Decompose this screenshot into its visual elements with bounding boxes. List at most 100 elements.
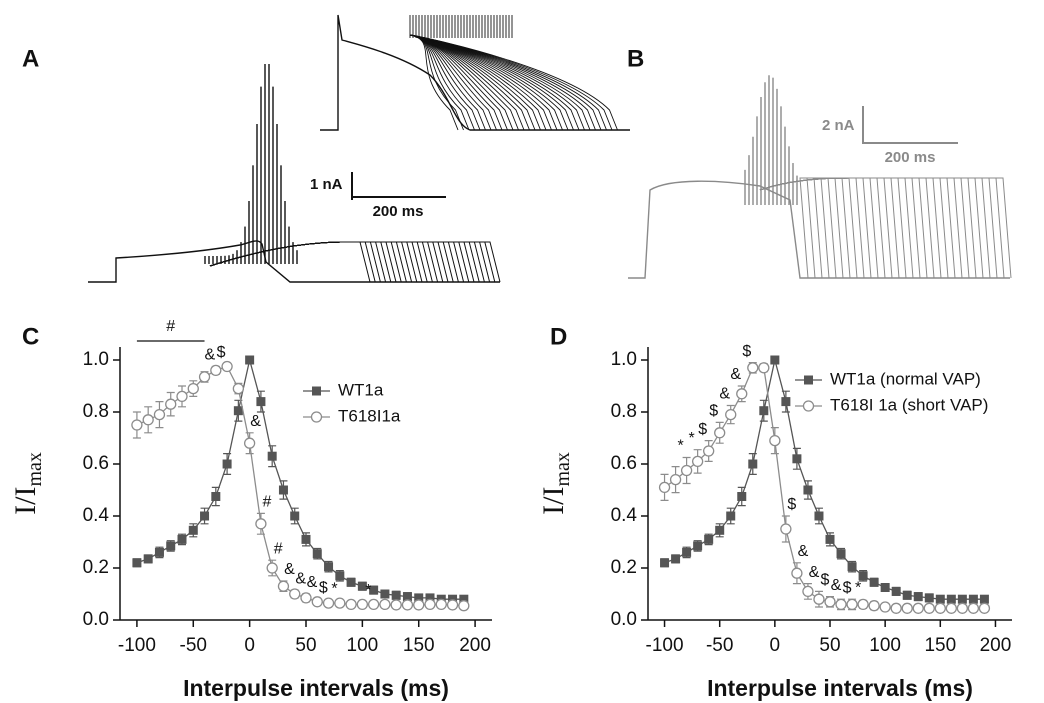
marker	[132, 558, 142, 568]
y-tick-label: 0.6	[83, 453, 109, 474]
panel-label: D	[550, 323, 567, 350]
marker	[792, 454, 802, 464]
marker	[869, 577, 879, 587]
sig-label: $	[217, 344, 226, 361]
x-tick-label: 0	[770, 635, 781, 656]
marker	[367, 598, 380, 611]
legend-marker	[804, 375, 813, 385]
marker	[346, 577, 356, 587]
x-axis-label: Interpulse intervals (ms)	[183, 675, 449, 701]
marker	[693, 541, 703, 551]
marker	[846, 598, 858, 611]
marker	[176, 390, 188, 403]
marker	[748, 459, 758, 469]
x-tick-label: 100	[869, 635, 901, 656]
marker	[322, 597, 335, 609]
trace	[759, 177, 1012, 279]
marker	[680, 464, 693, 477]
x-tick-label: 150	[403, 635, 435, 656]
x-tick-label: -100	[646, 635, 684, 656]
marker	[446, 599, 459, 611]
marker	[166, 541, 176, 551]
marker	[448, 594, 458, 604]
trace	[209, 241, 413, 283]
marker	[979, 594, 989, 604]
marker	[177, 534, 187, 544]
marker	[369, 585, 379, 595]
marker	[401, 599, 414, 611]
marker	[967, 602, 980, 614]
marker	[334, 597, 346, 609]
sig-label: $	[319, 579, 328, 596]
marker	[824, 596, 836, 608]
marker	[715, 525, 725, 535]
y-axis-label: I/Imax	[9, 452, 46, 515]
marker	[301, 534, 311, 544]
sig-label: &	[250, 413, 261, 430]
marker	[769, 434, 781, 447]
sig-label: *	[331, 581, 337, 598]
marker	[187, 382, 199, 395]
marker	[188, 525, 198, 535]
legend-marker	[802, 400, 815, 412]
trace	[209, 241, 423, 283]
marker	[791, 567, 803, 579]
marker	[290, 511, 300, 521]
marker	[946, 594, 956, 604]
sig-label: $	[709, 403, 718, 420]
marker	[390, 599, 402, 611]
marker	[458, 600, 470, 612]
marker	[266, 562, 278, 574]
panel-label: C	[22, 323, 39, 350]
scale-label: 200 ms	[373, 203, 424, 220]
trace	[759, 177, 963, 279]
sig-label: $	[821, 572, 830, 589]
marker	[256, 397, 266, 407]
sig-label: $	[742, 343, 751, 360]
sig-label: *	[855, 579, 861, 596]
marker	[232, 382, 245, 395]
trace	[209, 241, 433, 283]
marker	[380, 589, 390, 599]
y-tick-label: 0.8	[83, 401, 109, 422]
marker	[335, 571, 345, 581]
y-tick-label: 1.0	[83, 349, 109, 370]
marker	[747, 362, 759, 374]
scale-label: 1 nA	[310, 176, 343, 193]
marker	[726, 511, 736, 521]
marker	[758, 362, 770, 374]
trace	[209, 241, 491, 283]
marker	[803, 485, 813, 495]
x-tick-label: 50	[819, 635, 840, 656]
marker	[802, 585, 814, 598]
marker	[379, 598, 391, 611]
y-tick-label: 0.6	[611, 453, 637, 474]
marker	[324, 562, 334, 572]
legend-marker	[312, 386, 321, 396]
marker	[725, 408, 737, 421]
marker	[221, 360, 233, 373]
trace	[209, 241, 459, 283]
marker	[424, 598, 436, 611]
trace	[209, 241, 402, 283]
sig-label: &	[295, 570, 306, 587]
marker	[357, 581, 367, 591]
sig-label: #	[274, 540, 283, 557]
scale-bar	[862, 106, 958, 144]
marker	[311, 596, 323, 608]
marker	[671, 554, 681, 564]
marker	[255, 518, 267, 530]
marker	[737, 492, 747, 501]
scale-bar	[351, 172, 446, 200]
marker	[312, 549, 322, 559]
marker	[957, 594, 967, 604]
marker	[143, 554, 153, 564]
y-axis-label-main: I/I	[537, 487, 570, 515]
y-tick-label: 0.4	[611, 505, 638, 526]
sig-label: &	[719, 386, 730, 403]
marker	[978, 602, 991, 614]
marker	[131, 419, 143, 431]
trace-a	[88, 14, 630, 283]
marker	[142, 414, 154, 426]
